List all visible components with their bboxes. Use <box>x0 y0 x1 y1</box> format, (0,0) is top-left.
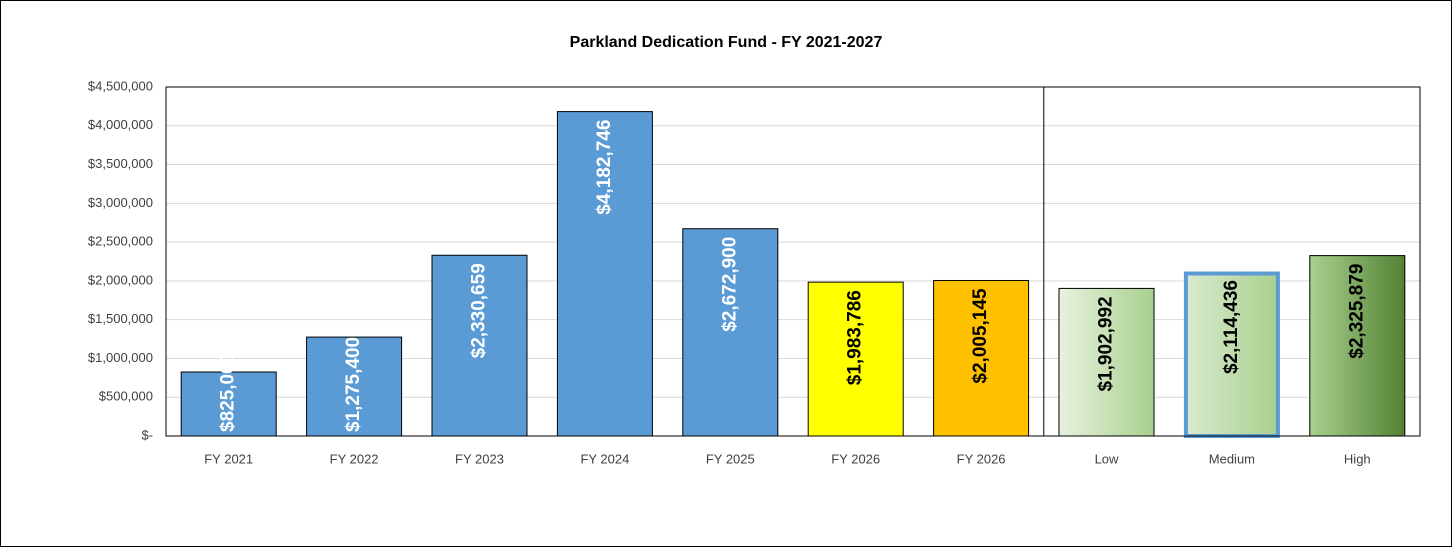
y-tick-label: $1,000,000 <box>88 350 153 365</box>
x-tick-label: High <box>1344 451 1371 466</box>
y-tick-label: $1,500,000 <box>88 311 153 326</box>
y-tick-label: $500,000 <box>99 389 153 404</box>
x-tick-label: FY 2026 <box>831 451 880 466</box>
y-tick-label: $2,000,000 <box>88 272 153 287</box>
bar <box>1058 287 1155 437</box>
y-tick-label: $3,000,000 <box>88 195 153 210</box>
bar <box>556 111 653 437</box>
value-label: $2,330,659 <box>469 263 490 358</box>
bar <box>933 279 1030 437</box>
value-label: $1,275,400 <box>343 337 364 432</box>
bar <box>1309 255 1406 437</box>
y-tick-label: $4,000,000 <box>88 117 153 132</box>
y-tick-label: $4,500,000 <box>88 78 153 93</box>
x-tick-label: FY 2024 <box>580 451 629 466</box>
y-tick-label: $3,500,000 <box>88 156 153 171</box>
bar <box>682 228 779 437</box>
x-tick-label: FY 2025 <box>706 451 755 466</box>
bar <box>807 281 904 437</box>
y-tick-label: $- <box>141 427 153 442</box>
x-tick-label: Medium <box>1209 451 1255 466</box>
x-tick-label: FY 2022 <box>330 451 379 466</box>
value-label: $4,182,746 <box>594 120 615 215</box>
x-tick-label: Low <box>1095 451 1119 466</box>
value-label: $2,005,145 <box>970 288 991 384</box>
value-label: $2,672,900 <box>719 237 740 332</box>
plot-area <box>165 86 1421 437</box>
value-label: $2,325,879 <box>1346 264 1367 359</box>
value-label: $1,902,992 <box>1096 296 1117 391</box>
bar <box>431 254 528 437</box>
bar <box>180 371 277 437</box>
value-label: $825,000 <box>218 353 239 432</box>
x-tick-label: FY 2023 <box>455 451 504 466</box>
x-tick-label: FY 2021 <box>204 451 253 466</box>
bar <box>1183 271 1280 438</box>
x-tick-label: FY 2026 <box>957 451 1006 466</box>
bar <box>306 336 403 437</box>
chart-title: Parkland Dedication Fund - FY 2021-2027 <box>570 34 883 51</box>
y-tick-label: $2,500,000 <box>88 234 153 249</box>
value-label: $2,114,436 <box>1221 280 1242 374</box>
value-label: $1,983,786 <box>845 290 866 385</box>
